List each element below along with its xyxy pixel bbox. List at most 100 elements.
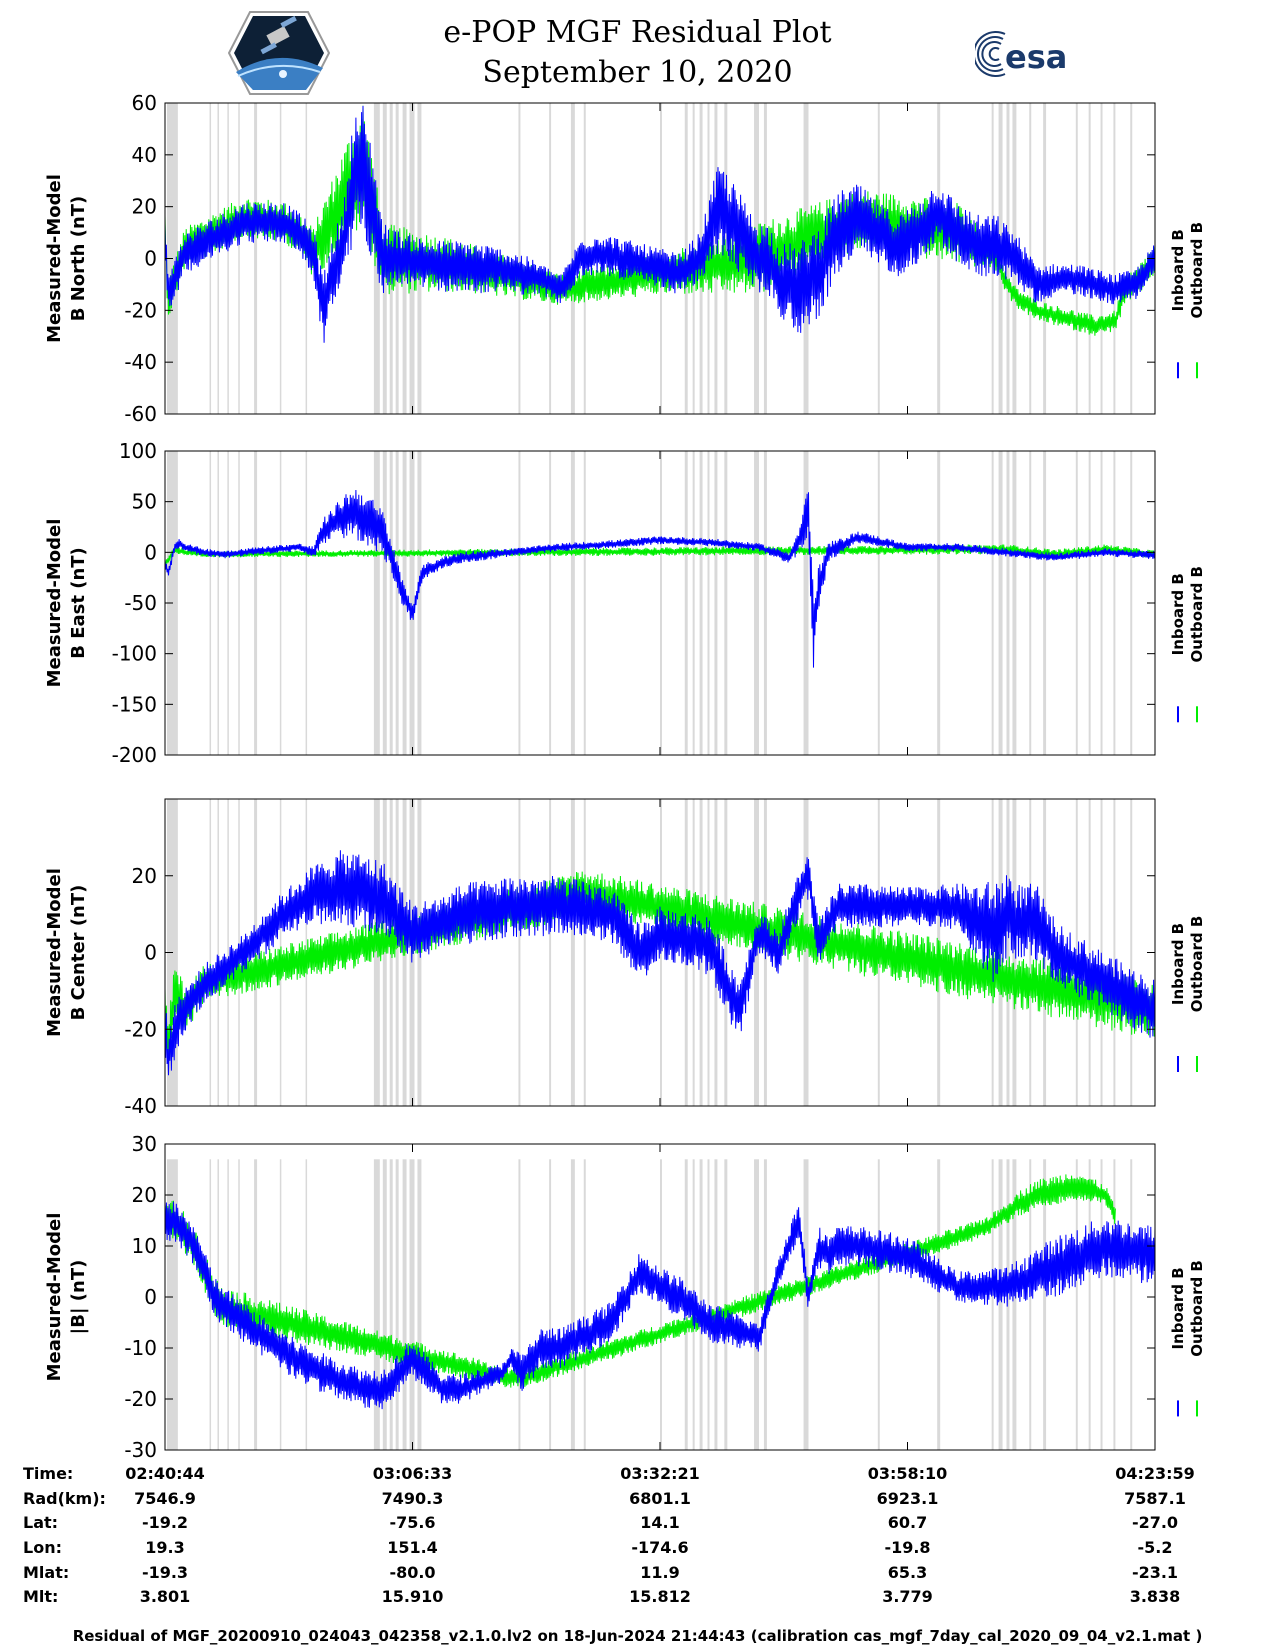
data-gap-band [227,451,229,755]
ephemeris-value-rad: 7490.3 [381,1489,444,1508]
data-gap-band [570,799,575,1106]
data-gap-band [518,1159,521,1450]
data-gap-band [389,1159,393,1450]
data-gap-band [373,1159,380,1450]
panel-3: -40 -20 0 20 Measured-Model B Center (nT) Inbo… [44,798,1206,1118]
data-gap-band [1006,1159,1010,1450]
panel-2: -200 -150 -100 -50 0 50 100 Measured-Model B Eas… [44,439,1206,767]
data-gap-band [877,451,880,755]
y-tick-label: 20 [132,1183,157,1207]
ephemeris-value-time: 03:58:10 [867,1464,948,1483]
inboard-series-line [165,489,1155,668]
data-gap-band [803,451,809,755]
y-tick-label: -10 [124,1336,157,1360]
data-gap-band [1130,103,1133,414]
data-gap-band [1043,103,1047,414]
y-tick-label: 40 [132,143,157,167]
data-gap-band [1130,1159,1133,1450]
ephemeris-value-lon: 151.4 [387,1538,438,1557]
y-tick-label: 10 [132,1234,157,1258]
ephemeris-value-lat: -19.2 [141,1513,189,1532]
data-gap-band [549,103,552,414]
ephemeris-value-lon: 19.3 [145,1538,185,1557]
data-gap-band [1088,1159,1091,1450]
data-gap-band [209,451,212,755]
inboard-series-line [165,105,1155,343]
data-gap-band [570,103,575,414]
data-gap-band [763,451,767,755]
y-tick-label: 0 [144,540,157,564]
y-tick-label: 20 [132,195,157,219]
ephemeris-value-time: 03:32:21 [620,1464,700,1483]
data-gap-band [382,1159,387,1450]
data-gap-band [1012,799,1017,1106]
data-gap-band [1075,799,1078,1106]
y-tick-label: -40 [124,1094,157,1118]
data-gap-band [382,799,387,1106]
data-gap-band [238,103,240,414]
data-gap-band [583,451,586,755]
ephemeris-value-time: 04:23:59 [1115,1464,1195,1483]
y-tick-label: 20 [132,864,157,888]
legend-label: Outboard B [1188,222,1206,319]
ephemeris-row-label: Mlat: [23,1563,70,1582]
data-gap-band [660,1159,662,1450]
data-gap-band [417,451,422,755]
cassiope-logo-icon [228,11,330,95]
data-gap-band [1075,1159,1078,1450]
data-gap-band [279,103,282,414]
data-gap-band [166,1159,178,1450]
legend-label: Outboard B [1188,566,1206,663]
y-tick-label: 60 [132,91,157,115]
legend-label: Inboard B [1169,923,1187,1005]
data-gap-band [389,451,393,755]
data-gap-band [549,451,552,755]
ephemeris-value-rad: 6923.1 [876,1489,939,1508]
ephemeris-value-rad: 7546.9 [134,1489,196,1508]
data-gap-band [409,451,415,755]
data-gap-band [998,1159,1003,1450]
y-axis-label: Measured-Model |B| (nT) [44,1213,89,1382]
data-gap-band [570,1159,575,1450]
data-gap-band [217,799,219,1106]
ephemeris-value-time: 02:40:44 [125,1464,205,1483]
data-gap-band [699,451,703,755]
y-tick-label: 50 [132,490,157,514]
data-gap-band [1075,451,1078,755]
data-gap-band [518,451,521,755]
ephemeris-row-label: Lon: [23,1538,62,1557]
data-gap-band [1113,103,1116,414]
y-tick-label: -100 [112,642,157,666]
y-tick-label: -50 [124,591,157,615]
inboard-series-line [165,850,1155,1076]
data-gap-band [1088,451,1091,755]
y-axis-label: Measured-Model B East (nT) [44,519,89,688]
ephemeris-row-label: Rad(km): [23,1489,106,1508]
data-gap-band [754,451,759,755]
data-gap-band [254,451,258,755]
data-gap-band [1088,799,1091,1106]
ephemeris-value-rad: 7587.1 [1124,1489,1186,1508]
data-gap-band [1113,451,1116,755]
ephemeris-value-mlat: 11.9 [640,1563,680,1582]
data-gap-band [409,1159,415,1450]
data-gap-band [570,451,575,755]
data-gap-band [937,451,941,755]
data-gap-band [1130,451,1133,755]
data-gap-band [417,1159,422,1450]
ephemeris-value-lon: -5.2 [1137,1538,1173,1557]
y-tick-label: 0 [144,247,157,271]
y-tick-label: -40 [124,350,157,374]
data-gap-band [583,1159,586,1450]
data-gap-band [1029,799,1032,1106]
data-gap-band [518,103,521,414]
data-gap-band [279,451,282,755]
ephemeris-value-lat: 60.7 [887,1513,928,1532]
data-gap-band [998,451,1003,755]
y-tick-label: -60 [124,402,157,426]
y-tick-label: -200 [112,743,157,767]
ephemeris-value-mlat: 65.3 [887,1563,928,1582]
legend-label: Inboard B [1169,573,1187,655]
data-gap-band [1100,799,1103,1106]
chart-title-line1: e-POP MGF Residual Plot [443,15,832,50]
